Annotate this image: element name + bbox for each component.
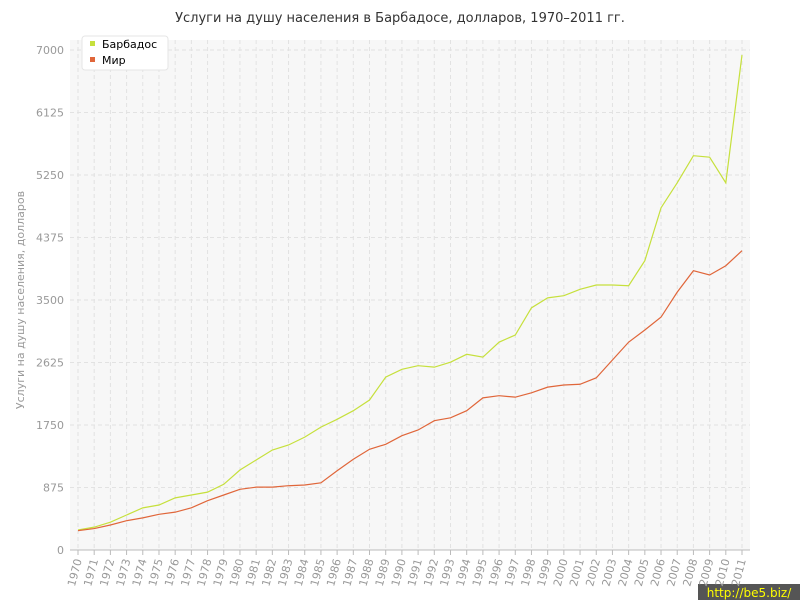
legend-box: [81, 35, 169, 71]
legend-label: Мир: [102, 54, 126, 67]
series-line: [77, 250, 743, 532]
series-line: [77, 54, 743, 531]
y-tick-label: 2625: [36, 357, 64, 370]
y-tick-label: 1750: [36, 419, 64, 432]
chart-title: Услуги на душу населения в Барбадосе, до…: [175, 11, 625, 26]
y-tick-label: 875: [43, 482, 64, 495]
y-tick-label: 7000: [36, 44, 64, 57]
y-tick-label: 5250: [36, 169, 64, 182]
y-tick-label: 4375: [36, 232, 64, 245]
y-axis-label: Услуги на душу населения, долларов: [14, 191, 27, 409]
watermark-bg: [698, 584, 800, 600]
y-tick-label: 3500: [36, 294, 64, 307]
plot-area: [70, 40, 750, 550]
y-tick-label: 6125: [36, 107, 64, 120]
legend-swatch: [90, 57, 95, 62]
watermark: http://be5.biz/: [707, 586, 792, 600]
legend-label: Барбадос: [102, 38, 157, 51]
y-tick-label: 0: [57, 544, 64, 557]
legend-swatch: [90, 41, 95, 46]
